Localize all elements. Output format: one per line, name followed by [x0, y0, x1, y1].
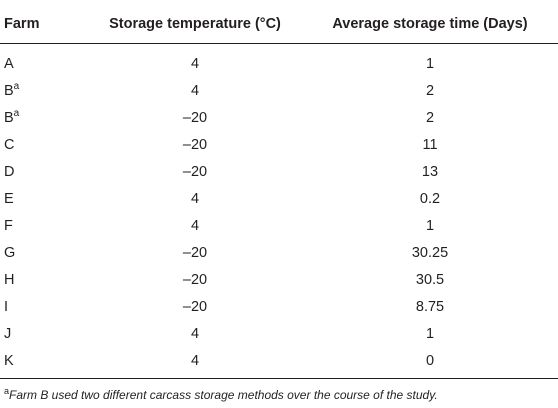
table-row: G –20 30.25 — [0, 239, 558, 266]
footnote-marker-ref: a — [13, 107, 20, 119]
farm-label: B — [4, 82, 14, 99]
table-row: J 4 1 — [0, 320, 558, 347]
cell-average-storage-time: 0.2 — [419, 190, 441, 207]
cell-average-storage-time: 30.25 — [411, 244, 449, 261]
header-storage-temperature: Storage temperature (°C) — [88, 4, 302, 44]
farm-label: E — [4, 190, 14, 207]
farm-label: D — [4, 163, 15, 180]
table-body: A 4 1 Ba 4 2 Ba –20 2 C –20 11 D –20 13 E 4 0.2 F 4 1 G –20 30.… — [0, 44, 558, 379]
cell-farm: K — [0, 347, 88, 379]
cell-storage-temperature: 4 — [190, 190, 200, 207]
cell-storage-temperature: 4 — [190, 55, 200, 72]
cell-storage-temperature: –20 — [182, 244, 208, 261]
cell-average-storage-time: 13 — [421, 163, 439, 180]
table-row: H –20 30.5 — [0, 266, 558, 293]
cell-storage-temperature: –20 — [182, 298, 208, 315]
farm-label: I — [4, 298, 9, 315]
cell-average-storage-time: 8.75 — [415, 298, 445, 315]
cell-farm: Ba — [0, 77, 88, 104]
table-row: Ba 4 2 — [0, 77, 558, 104]
cell-average-storage-time: 1 — [425, 325, 435, 342]
cell-average-storage-time: 1 — [425, 217, 435, 234]
footnote-marker: a — [4, 386, 10, 396]
cell-average-storage-time: 30.5 — [415, 271, 445, 288]
table-row: A 4 1 — [0, 44, 558, 78]
cell-storage-temperature: 4 — [190, 217, 200, 234]
cell-farm: A — [0, 44, 88, 78]
farm-label: G — [4, 244, 16, 261]
farm-label: A — [4, 55, 14, 72]
cell-storage-temperature: 4 — [190, 325, 200, 342]
cell-storage-temperature: –20 — [182, 136, 208, 153]
cell-farm: H — [0, 266, 88, 293]
cell-farm: I — [0, 293, 88, 320]
farm-label: C — [4, 136, 15, 153]
footnote: aFarm B used two different carcass stora… — [0, 379, 558, 403]
table-header: Farm Storage temperature (°C) Average st… — [0, 4, 558, 44]
table-row: C –20 11 — [0, 131, 558, 158]
header-average-storage-time: Average storage time (Days) — [302, 4, 558, 44]
cell-farm: D — [0, 158, 88, 185]
footnote-text: Farm B used two different carcass storag… — [9, 388, 438, 402]
table-row: Ba –20 2 — [0, 104, 558, 131]
cell-farm: F — [0, 212, 88, 239]
header-row: Farm Storage temperature (°C) Average st… — [0, 4, 558, 44]
header-farm: Farm — [0, 4, 88, 44]
table-row: D –20 13 — [0, 158, 558, 185]
farm-label: J — [4, 325, 12, 342]
cell-average-storage-time: 0 — [302, 347, 558, 379]
cell-average-storage-time: 11 — [422, 136, 438, 153]
cell-farm: J — [0, 320, 88, 347]
cell-average-storage-time: 2 — [425, 109, 435, 126]
cell-average-storage-time: 1 — [425, 55, 435, 72]
farm-label: B — [4, 109, 14, 126]
cell-storage-temperature: 4 — [88, 347, 302, 379]
cell-storage-temperature: –20 — [182, 109, 208, 126]
table-row: I –20 8.75 — [0, 293, 558, 320]
cell-storage-temperature: 4 — [190, 82, 200, 99]
table-row: E 4 0.2 — [0, 185, 558, 212]
storage-table: Farm Storage temperature (°C) Average st… — [0, 4, 558, 379]
farm-label: K — [4, 352, 14, 369]
cell-average-storage-time: 2 — [425, 82, 435, 99]
cell-farm: G — [0, 239, 88, 266]
table-row: F 4 1 — [0, 212, 558, 239]
cell-farm: C — [0, 131, 88, 158]
farm-label: H — [4, 271, 15, 288]
footnote-marker-ref: a — [13, 80, 20, 92]
cell-storage-temperature: –20 — [182, 271, 208, 288]
cell-farm: Ba — [0, 104, 88, 131]
cell-storage-temperature: –20 — [182, 163, 208, 180]
farm-label: F — [4, 217, 13, 234]
cell-farm: E — [0, 185, 88, 212]
